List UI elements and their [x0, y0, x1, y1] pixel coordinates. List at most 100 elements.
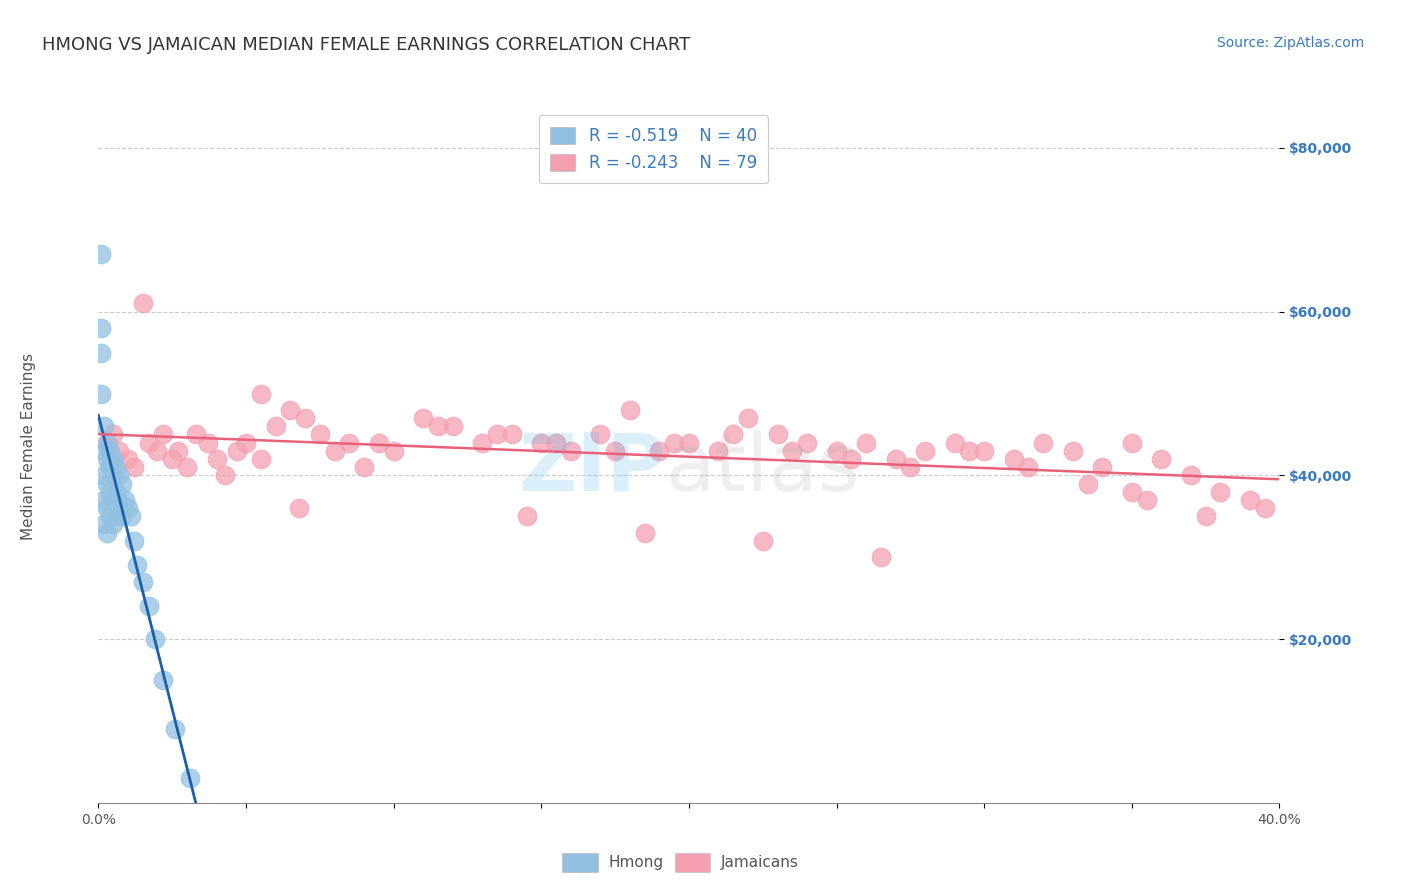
Point: [90, 321, 112, 335]
Point: [721, 427, 744, 442]
Point: [855, 435, 877, 450]
Point: [1150, 452, 1173, 467]
Point: [914, 443, 936, 458]
Point: [294, 411, 316, 425]
Point: [90, 386, 112, 401]
Point: [589, 427, 612, 442]
Point: [205, 452, 228, 467]
Point: [90, 345, 112, 359]
Point: [1135, 492, 1157, 507]
Point: [278, 403, 302, 417]
Point: [103, 427, 125, 442]
Point: [96, 435, 118, 450]
Point: [138, 599, 160, 614]
Point: [96, 525, 118, 540]
Point: [138, 435, 160, 450]
Point: [560, 443, 582, 458]
Point: [179, 771, 201, 785]
Point: [751, 533, 773, 548]
Point: [176, 460, 198, 475]
Point: [146, 443, 169, 458]
Point: [117, 501, 139, 516]
Point: [900, 460, 922, 475]
Point: [796, 435, 818, 450]
Point: [264, 419, 287, 434]
Point: [235, 435, 257, 450]
Point: [382, 443, 405, 458]
Point: [167, 443, 190, 458]
Point: [214, 468, 236, 483]
Text: Source: ZipAtlas.com: Source: ZipAtlas.com: [1216, 36, 1364, 50]
Point: [96, 435, 118, 450]
Point: [353, 460, 375, 475]
Point: [111, 476, 134, 491]
Point: [288, 501, 311, 516]
Point: [486, 427, 509, 442]
Point: [471, 435, 494, 450]
Point: [1017, 460, 1039, 475]
Point: [515, 509, 537, 524]
Point: [337, 435, 360, 450]
Point: [122, 460, 145, 475]
Point: [250, 452, 273, 467]
Point: [619, 403, 641, 417]
Point: [98, 443, 121, 458]
Point: [152, 673, 174, 687]
Point: [197, 435, 219, 450]
Point: [117, 452, 139, 467]
Point: [869, 550, 891, 565]
Point: [943, 435, 966, 450]
Point: [633, 525, 655, 540]
Point: [707, 443, 730, 458]
Point: [1239, 492, 1261, 507]
Point: [103, 452, 125, 467]
Point: [368, 435, 391, 450]
Point: [1121, 435, 1143, 450]
Point: [1180, 468, 1202, 483]
Point: [93, 517, 115, 532]
Point: [184, 427, 207, 442]
Point: [105, 509, 128, 524]
Text: Median Female Earnings: Median Female Earnings: [21, 352, 35, 540]
Point: [1032, 435, 1054, 450]
Point: [678, 435, 700, 450]
Point: [441, 419, 464, 434]
Point: [90, 247, 112, 261]
Text: Hmong: Hmong: [609, 855, 664, 870]
Point: [120, 509, 142, 524]
Point: [132, 296, 155, 310]
Text: HMONG VS JAMAICAN MEDIAN FEMALE EARNINGS CORRELATION CHART: HMONG VS JAMAICAN MEDIAN FEMALE EARNINGS…: [42, 36, 690, 54]
Point: [152, 427, 174, 442]
Text: Jamaicans: Jamaicans: [721, 855, 799, 870]
Point: [250, 386, 273, 401]
Point: [114, 492, 136, 507]
Point: [98, 484, 121, 499]
Point: [825, 443, 848, 458]
Point: [1254, 501, 1277, 516]
Point: [1062, 443, 1084, 458]
Point: [323, 443, 346, 458]
Point: [530, 435, 553, 450]
Point: [782, 443, 804, 458]
Point: [648, 443, 671, 458]
Point: [103, 492, 125, 507]
Point: [412, 411, 434, 425]
Point: [96, 476, 118, 491]
Point: [309, 427, 332, 442]
Point: [1091, 460, 1114, 475]
Legend: R = -0.519    N = 40, R = -0.243    N = 79: R = -0.519 N = 40, R = -0.243 N = 79: [538, 115, 769, 184]
Point: [605, 443, 627, 458]
Point: [1195, 509, 1218, 524]
Point: [93, 468, 115, 483]
Text: atlas: atlas: [665, 430, 859, 508]
Point: [108, 443, 131, 458]
Point: [839, 452, 862, 467]
Point: [111, 509, 134, 524]
Point: [1121, 484, 1143, 499]
Point: [737, 411, 759, 425]
Point: [132, 574, 155, 589]
Point: [105, 484, 128, 499]
Point: [544, 435, 567, 450]
Point: [103, 517, 125, 532]
Point: [96, 501, 118, 516]
